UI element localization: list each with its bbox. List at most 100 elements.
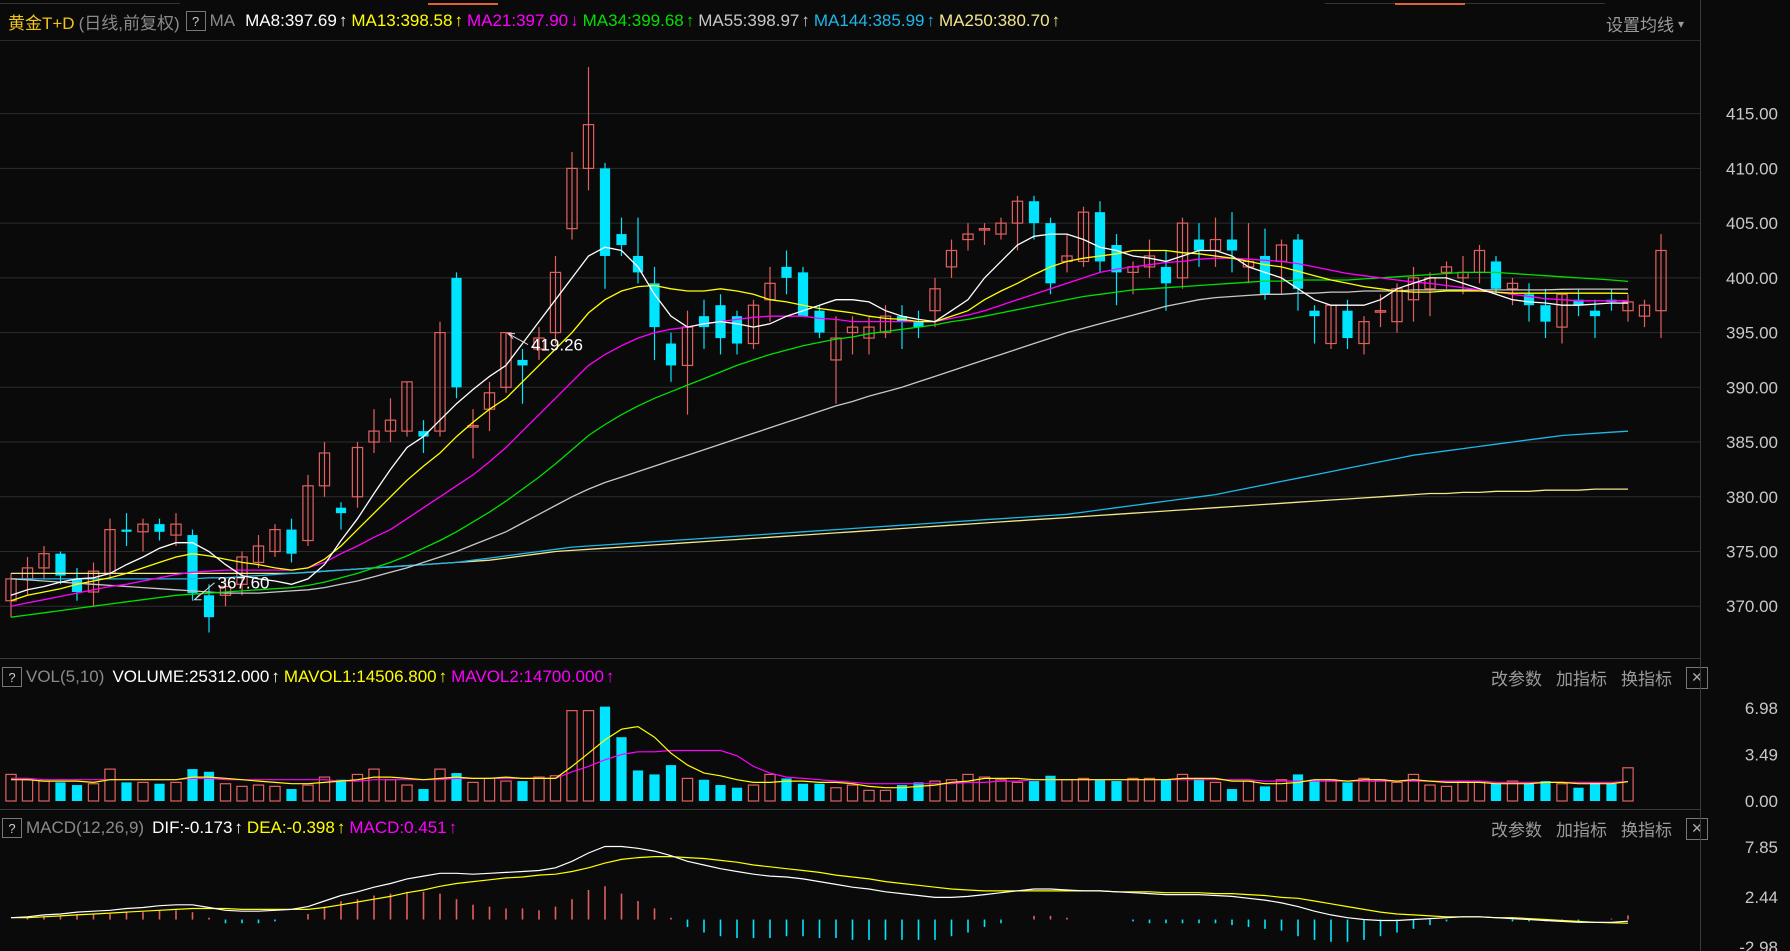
- top-tab-strip: [0, 0, 1790, 5]
- macd-switch-indicator-button[interactable]: 换指标: [1621, 821, 1672, 840]
- macd-tick-label: 2.44: [1745, 888, 1778, 907]
- volume-bar-up: [1440, 785, 1453, 802]
- vol-add-indicator-button[interactable]: 加指标: [1556, 670, 1607, 689]
- ma250-line: [11, 488, 1628, 575]
- candle-down: [616, 234, 627, 246]
- candle-up: [351, 446, 364, 498]
- candle-down: [814, 310, 825, 333]
- volume-bar-down: [517, 781, 528, 801]
- volume-bar-down: [1111, 781, 1122, 801]
- top-tab[interactable]: [0, 0, 60, 4]
- ma-indicator-name: MA: [209, 11, 236, 30]
- volume-bar-up: [104, 768, 116, 802]
- volume-bar-down: [121, 782, 132, 801]
- vol-indicator-name: VOL(5,10): [26, 667, 105, 686]
- vol-help-button[interactable]: ?: [2, 667, 22, 687]
- candle-up: [1655, 249, 1667, 312]
- volume-bar-up: [1374, 779, 1387, 802]
- candle-down: [715, 305, 726, 339]
- macd-trend-icon: ↑: [448, 818, 458, 837]
- candle-up: [5, 578, 17, 602]
- high-price-label: 419.26: [531, 336, 583, 355]
- candle-up: [38, 553, 50, 569]
- volume-bar-down: [797, 783, 809, 801]
- candle-down: [203, 595, 215, 618]
- ma34-trend-icon: ↑: [685, 11, 695, 30]
- vol-close-icon[interactable]: ✕: [1686, 666, 1708, 689]
- price-tick-label: 380.00: [1726, 488, 1778, 507]
- volume-bar-up: [384, 779, 397, 802]
- volume-bar-up: [830, 787, 842, 802]
- mavol2-line: [11, 749, 1629, 785]
- vol-legend-bar: ? VOL(5,10) VOLUME:25312.000 ↑ MAVOL1:145…: [0, 665, 618, 689]
- candle-up: [764, 282, 776, 301]
- vol-change-params-button[interactable]: 改参数: [1491, 670, 1542, 689]
- macd-legend-bar: ? MACD(12,26,9) DIF:-0.173 ↑ DEA:-0.398 ↑ …: [0, 816, 461, 840]
- ma-settings-menu[interactable]: 设置均线 ▾: [1592, 11, 1684, 36]
- volume-bar-up: [368, 768, 380, 802]
- top-tab[interactable]: [120, 0, 180, 4]
- top-tab[interactable]: [1325, 0, 1395, 4]
- candle-down: [1573, 299, 1584, 306]
- volume-bar-up: [582, 710, 595, 802]
- candle-up: [401, 381, 413, 432]
- price-tick-label: 400.00: [1726, 269, 1778, 288]
- volume-bar-up: [1622, 767, 1634, 802]
- volume-trend-icon: ↑: [271, 667, 280, 686]
- volume-bar-down: [203, 771, 215, 801]
- top-tab[interactable]: [60, 0, 120, 4]
- candle-down: [913, 321, 924, 328]
- candle-up: [1391, 288, 1403, 323]
- candle-up: [252, 545, 265, 564]
- candle-up: [1077, 211, 1090, 263]
- macd-change-params-button[interactable]: 改参数: [1491, 821, 1542, 840]
- candle-down: [1226, 239, 1238, 251]
- top-tab-active[interactable]: [428, 0, 498, 5]
- ma-settings-button[interactable]: 设置均线: [1605, 16, 1674, 35]
- candle-down: [1490, 261, 1502, 289]
- volume-bar-up: [929, 780, 941, 802]
- candle-up: [863, 326, 875, 339]
- ma21-value: MA21:397.90: [466, 11, 569, 30]
- dea-line: [11, 855, 1629, 924]
- help-button[interactable]: ?: [185, 11, 206, 31]
- volume-bar-up: [1391, 781, 1403, 802]
- ma144-line: [11, 430, 1629, 580]
- volume-value: VOLUME:25312.000: [112, 667, 270, 686]
- top-tab[interactable]: [1535, 0, 1605, 4]
- candle-up: [533, 337, 545, 350]
- volume-bar-up: [5, 773, 17, 802]
- volume-bar-up: [137, 781, 149, 802]
- macd-close-icon[interactable]: ✕: [1686, 817, 1708, 840]
- candle-down: [1193, 239, 1205, 251]
- candle-down: [286, 529, 297, 554]
- arrow-icon: [193, 594, 202, 601]
- volume-bar-up: [566, 710, 578, 802]
- vol-switch-indicator-button[interactable]: 换指标: [1621, 670, 1672, 689]
- price-tick-label: 415.00: [1726, 105, 1778, 124]
- macd-help-button[interactable]: ?: [2, 818, 22, 838]
- dif-line: [10, 845, 1629, 923]
- dea-trend-icon: ↑: [336, 818, 346, 837]
- volume-bar-up: [219, 783, 232, 802]
- candle-down: [121, 529, 132, 532]
- candle-up: [566, 167, 578, 230]
- top-tab-active[interactable]: [1395, 0, 1465, 5]
- volume-bar-up: [351, 773, 364, 802]
- top-tab[interactable]: [1465, 0, 1535, 4]
- candle-up: [962, 233, 974, 241]
- candle-up: [368, 430, 380, 443]
- macd-add-indicator-button[interactable]: 加指标: [1556, 821, 1607, 840]
- volume-bar-up: [1325, 779, 1337, 802]
- candle-down: [517, 359, 528, 366]
- ma55-line: [10, 288, 1628, 594]
- candle-up: [87, 570, 100, 593]
- volume-bar-up: [978, 776, 991, 802]
- volume-bar-up: [533, 776, 545, 802]
- mavol1-trend-icon: ↑: [438, 667, 448, 686]
- candle-down: [797, 272, 809, 317]
- candle-up: [1127, 266, 1139, 273]
- candle-up: [995, 222, 1007, 235]
- candle-down: [418, 431, 429, 437]
- volume-bar-down: [1259, 786, 1271, 801]
